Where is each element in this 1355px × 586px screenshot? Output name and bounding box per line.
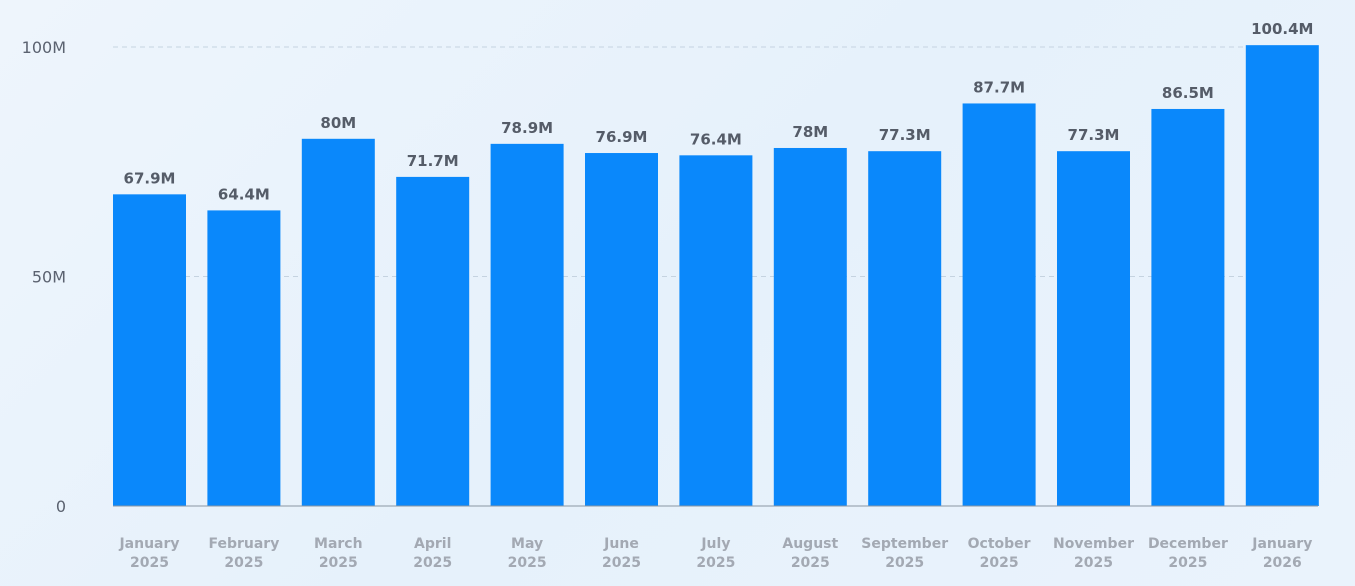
x-tick-label-year: 2025	[791, 555, 830, 571]
bar	[773, 147, 847, 507]
x-tick-label-month: March	[314, 536, 363, 552]
x-tick-label-year: 2025	[602, 555, 641, 571]
data-label: 64.4M	[218, 185, 270, 203]
data-label: 76.4M	[690, 130, 742, 148]
x-tick-label-month: December	[1148, 536, 1228, 552]
x-tick-label-year: 2026	[1263, 555, 1302, 571]
x-tick-label-year: 2025	[319, 555, 358, 571]
x-tick-label-month: November	[1053, 536, 1134, 552]
data-label: 76.9M	[596, 128, 648, 146]
bar	[113, 194, 186, 507]
data-label: 100.4M	[1251, 20, 1313, 38]
bar	[1245, 45, 1319, 506]
bar	[585, 153, 658, 507]
y-tick-label: 100M	[22, 38, 66, 57]
x-tick-label-year: 2025	[508, 555, 547, 571]
x-tick-label-year: 2025	[1168, 555, 1207, 571]
x-tick-label-month: April	[414, 536, 451, 552]
bar	[1151, 108, 1225, 506]
bar	[962, 103, 1036, 506]
bar	[396, 176, 470, 506]
x-tick-label-month: June	[603, 536, 639, 552]
bar	[207, 210, 281, 507]
bar	[490, 143, 564, 506]
data-label: 78.9M	[501, 119, 553, 137]
x-tick-label-month: September	[861, 536, 948, 552]
data-label: 77.3M	[1068, 126, 1120, 144]
x-tick-label-month: February	[208, 536, 279, 552]
data-label: 71.7M	[407, 152, 459, 170]
bar	[301, 138, 375, 507]
x-tick-label-year: 2025	[413, 555, 452, 571]
data-label: 86.5M	[1162, 84, 1214, 102]
y-tick-label: 0	[56, 497, 66, 516]
x-tick-label-month: May	[511, 536, 543, 552]
y-tick-label: 50M	[32, 268, 66, 287]
x-tick-label-month: January	[118, 536, 179, 552]
x-tick-label-year: 2025	[980, 555, 1019, 571]
data-label: 78M	[792, 123, 828, 141]
bar	[868, 151, 942, 506]
x-tick-label-year: 2025	[224, 555, 263, 571]
bar	[1057, 151, 1130, 506]
x-tick-label-month: October	[968, 536, 1031, 552]
x-tick-label-year: 2025	[130, 555, 169, 571]
data-label: 87.7M	[973, 78, 1025, 96]
x-tick-label-year: 2025	[696, 555, 735, 571]
x-tick-label-month: August	[782, 536, 838, 552]
x-tick-label-year: 2025	[885, 555, 924, 571]
x-tick-label-month: January	[1251, 536, 1312, 552]
data-label: 67.9M	[124, 169, 176, 187]
data-label: 80M	[320, 114, 356, 132]
data-label: 77.3M	[879, 126, 931, 144]
bar	[679, 155, 753, 506]
x-tick-label-month: July	[700, 536, 730, 552]
x-tick-label-year: 2025	[1074, 555, 1113, 571]
